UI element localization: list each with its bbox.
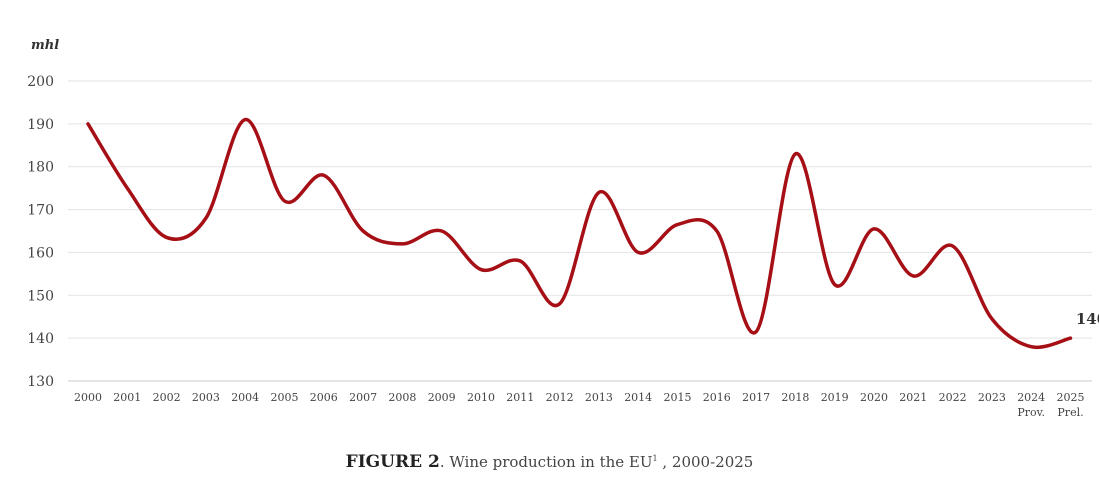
x-tick-label: 2009 [428, 391, 456, 404]
gridlines [68, 80, 1092, 382]
y-tick-label: 190 [27, 117, 54, 133]
x-tick-label: 2005 [271, 391, 299, 404]
x-tick-label: 2007 [349, 391, 377, 404]
x-tick-label: 2014 [624, 391, 652, 404]
x-tick-label: 2006 [310, 391, 338, 404]
figure-caption: FIGURE 2. Wine production in the EU1 , 2… [0, 452, 1099, 472]
x-tick-label: 2011 [506, 391, 534, 404]
x-tick-label: 2021 [899, 391, 927, 404]
caption-text: . Wine production in the EU [439, 453, 653, 471]
x-tick-label: 2001 [113, 391, 141, 404]
y-tick-label: 140 [27, 331, 54, 347]
figure-number: FIGURE 2 [345, 452, 440, 472]
caption-years: , 2000-2025 [657, 453, 754, 471]
series-line-wine-production [86, 117, 1073, 350]
y-axis-ticks: 130 140 150 160 170 180 190 200 [27, 74, 54, 390]
y-axis-unit-label: mhl [31, 38, 59, 53]
x-tick-label: 2002 [153, 391, 181, 404]
y-tick-label: 180 [27, 160, 54, 176]
x-tick-label: 2023 [978, 391, 1006, 404]
x-tick-label: 2016 [703, 391, 731, 404]
x-tick-label: 2022 [939, 391, 967, 404]
x-tick-label: 2008 [388, 391, 416, 404]
x-tick-label: 2015 [664, 391, 692, 404]
x-tick-label: 2012 [546, 391, 574, 404]
caption-footnote-mark: 1 [652, 454, 658, 463]
y-tick-label: 150 [27, 288, 54, 304]
x-tick-label: 2019 [821, 391, 849, 404]
x-tick-label: 2003 [192, 391, 220, 404]
x-tick-label: 2020 [860, 391, 888, 404]
x-tick-label: 2004 [231, 391, 259, 404]
x-tick-label: 2000 [74, 391, 102, 404]
x-tick-label: 2013 [585, 391, 613, 404]
x-tick-sublabel: Prov. [1017, 406, 1045, 419]
x-tick-label: 2024 [1017, 391, 1045, 404]
x-tick-label: 2025 [1057, 391, 1085, 404]
x-tick-sublabel: Prel. [1057, 406, 1083, 419]
x-tick-label: 2018 [781, 391, 809, 404]
end-value-label: 140 [1076, 310, 1099, 328]
x-tick-label: 2017 [742, 391, 770, 404]
x-axis-ticks: 2000 2001 2002 2003 2004 2005 2006 2007 2008 2009… [74, 391, 1085, 419]
y-tick-label: 200 [27, 74, 54, 90]
y-tick-label: 160 [27, 245, 54, 261]
x-tick-label: 2010 [467, 391, 495, 404]
y-tick-label: 130 [27, 374, 54, 390]
y-tick-label: 170 [27, 203, 54, 219]
